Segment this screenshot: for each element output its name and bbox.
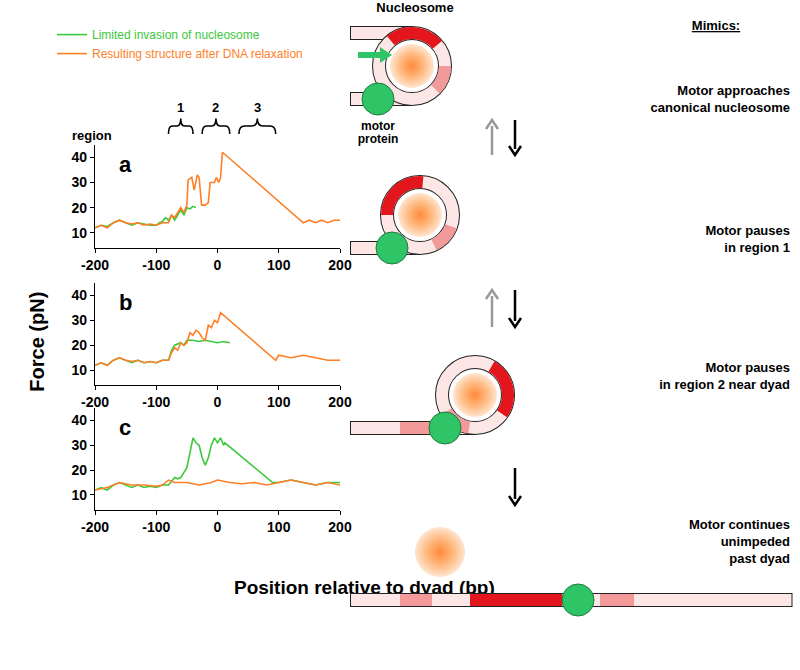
svg-text:b: b — [119, 290, 132, 315]
svg-text:1: 1 — [177, 100, 184, 115]
svg-text:3: 3 — [254, 100, 261, 115]
svg-text:40: 40 — [72, 149, 88, 165]
svg-text:30: 30 — [72, 312, 88, 328]
svg-text:200: 200 — [328, 394, 352, 410]
svg-text:100: 100 — [267, 519, 291, 535]
svg-text:100: 100 — [267, 257, 291, 273]
svg-text:unimpeded: unimpeded — [721, 534, 790, 549]
svg-text:2: 2 — [212, 100, 219, 115]
svg-text:Resulting structure after DNA: Resulting structure after DNA relaxation — [92, 47, 303, 61]
svg-text:motor: motor — [361, 119, 395, 133]
svg-text:10: 10 — [72, 225, 88, 241]
svg-text:Motor pauses: Motor pauses — [705, 223, 790, 238]
svg-text:20: 20 — [72, 337, 88, 353]
svg-text:-100: -100 — [142, 519, 170, 535]
svg-text:past dyad: past dyad — [729, 551, 790, 566]
svg-text:0: 0 — [214, 519, 222, 535]
svg-text:40: 40 — [72, 412, 88, 428]
svg-text:Position relative to dyad (bp): Position relative to dyad (bp) — [234, 577, 495, 598]
svg-text:-200: -200 — [81, 519, 109, 535]
svg-text:10: 10 — [72, 362, 88, 378]
svg-text:in region 2 near dyad: in region 2 near dyad — [659, 377, 790, 392]
svg-text:in region 1: in region 1 — [724, 240, 790, 255]
svg-text:20: 20 — [72, 200, 88, 216]
svg-text:10: 10 — [72, 487, 88, 503]
svg-text:0: 0 — [214, 394, 222, 410]
svg-text:Motor pauses: Motor pauses — [705, 360, 790, 375]
svg-text:Mimics:: Mimics: — [692, 18, 740, 33]
svg-text:c: c — [119, 415, 131, 440]
svg-text:Limited invasion of nucleosome: Limited invasion of nucleosome — [92, 28, 260, 42]
svg-text:30: 30 — [72, 174, 88, 190]
svg-text:-100: -100 — [142, 257, 170, 273]
svg-text:protein: protein — [358, 132, 399, 146]
svg-text:Motor approaches: Motor approaches — [677, 83, 790, 98]
svg-text:30: 30 — [72, 437, 88, 453]
svg-text:Force (pN): Force (pN) — [26, 292, 48, 392]
svg-text:20: 20 — [72, 462, 88, 478]
svg-text:200: 200 — [328, 519, 352, 535]
svg-text:region: region — [72, 128, 112, 143]
svg-text:canonical nucleosome: canonical nucleosome — [651, 100, 790, 115]
svg-text:100: 100 — [267, 394, 291, 410]
svg-text:Motor continues: Motor continues — [689, 517, 790, 532]
svg-text:-200: -200 — [81, 394, 109, 410]
svg-text:0: 0 — [214, 257, 222, 273]
svg-text:40: 40 — [72, 287, 88, 303]
svg-text:a: a — [119, 152, 132, 177]
svg-text:-200: -200 — [81, 257, 109, 273]
svg-text:200: 200 — [328, 257, 352, 273]
svg-text:-100: -100 — [142, 394, 170, 410]
svg-text:Nucleosome: Nucleosome — [376, 0, 453, 15]
